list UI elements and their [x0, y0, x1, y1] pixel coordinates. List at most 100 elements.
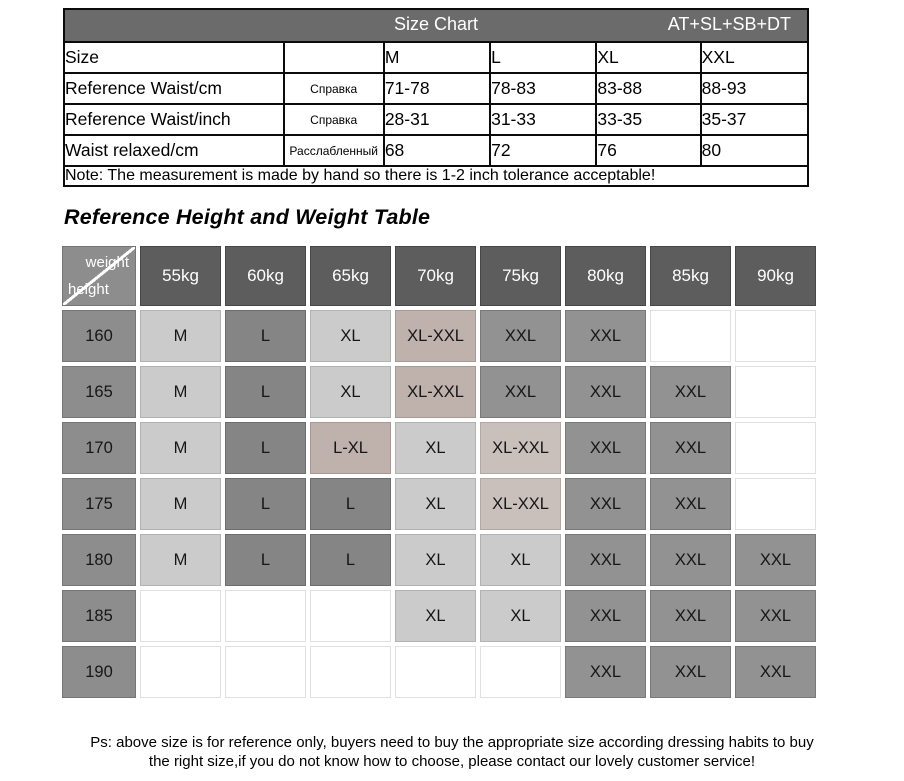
size-matrix-cell: L	[225, 478, 306, 530]
height-label-cell: 165	[62, 366, 136, 418]
matrix-row: 190 XXL XXL XXL	[62, 646, 816, 698]
footnote-line-1: Ps: above size is for reference only, bu…	[90, 734, 814, 751]
size-chart-table: Size Chart AT+SL+SB+DT Size M L XL XXL Refere…	[63, 8, 810, 187]
size-matrix-cell: L-XL	[310, 422, 391, 474]
weight-header-cell: 90kg	[735, 246, 816, 306]
size-matrix-cell	[395, 646, 476, 698]
height-label-cell: 190	[62, 646, 136, 698]
matrix-row: 180 M L L XL XL XXL XXL XXL	[62, 534, 816, 586]
size-matrix-cell	[140, 646, 221, 698]
size-matrix-cell	[225, 646, 306, 698]
matrix-row: 175 M L L XL XL-XXL XXL XXL	[62, 478, 816, 530]
size-matrix-cell: XL-XXL	[395, 366, 476, 418]
size-chart-value-cell: L	[489, 41, 598, 74]
size-matrix-cell: M	[140, 422, 221, 474]
size-matrix-cell: XXL	[735, 590, 816, 642]
footnote: Ps: above size is for reference only, bu…	[0, 734, 904, 772]
size-chart-title: Size Chart	[393, 14, 479, 34]
size-matrix-cell: XL	[395, 534, 476, 586]
size-matrix-cell	[650, 310, 731, 362]
size-matrix-cell	[225, 590, 306, 642]
height-label-cell: 175	[62, 478, 136, 530]
weight-header-cell: 60kg	[225, 246, 306, 306]
size-matrix-cell: XL	[395, 422, 476, 474]
size-matrix-cell: XXL	[565, 590, 646, 642]
size-chart-value-cell: XL	[595, 41, 702, 74]
size-matrix-cell: L	[225, 422, 306, 474]
size-chart-value-cell: 72	[489, 134, 598, 167]
size-chart-value-cell: 35-37	[699, 103, 810, 136]
size-matrix-cell: XL-XXL	[480, 422, 561, 474]
size-matrix-cell	[735, 366, 816, 418]
size-chart-row-translation: Справка	[282, 72, 385, 105]
size-chart-header-inner: Size Chart AT+SL+SB+DT	[65, 11, 807, 40]
size-matrix-cell	[735, 422, 816, 474]
weight-header-cell: 75kg	[480, 246, 561, 306]
size-matrix-cell: XXL	[735, 534, 816, 586]
size-matrix-cell: L	[310, 534, 391, 586]
size-chart-header-row: Size Chart AT+SL+SB+DT	[63, 8, 809, 43]
matrix-header-row: weight height 55kg 60kg 65kg 70kg 75kg 80kg 85…	[62, 246, 816, 306]
height-label-cell: 160	[62, 310, 136, 362]
size-chart-row-translation: Справка	[282, 103, 385, 136]
size-matrix-cell	[735, 310, 816, 362]
size-chart-row-label: Size	[63, 41, 285, 74]
size-chart-row-label: Waist relaxed/cm	[63, 134, 285, 167]
size-matrix-cell: L	[225, 534, 306, 586]
size-matrix-cell: XL	[395, 590, 476, 642]
size-chart-value-cell: 33-35	[595, 103, 702, 136]
size-matrix-cell: M	[140, 534, 221, 586]
footnote-line-2: the right size,if you do not know how to…	[148, 752, 756, 770]
corner-height-label: height	[68, 281, 109, 298]
matrix-row: 185 XL XL XXL XXL XXL	[62, 590, 816, 642]
size-matrix-cell: XXL	[480, 310, 561, 362]
size-matrix-cell: XL	[480, 534, 561, 586]
size-chart-value-cell: XXL	[699, 41, 810, 74]
size-matrix-cell: M	[140, 478, 221, 530]
size-chart-header-bar: Size Chart AT+SL+SB+DT	[63, 8, 809, 43]
size-matrix-cell	[735, 478, 816, 530]
page-title: Reference Height and Weight Table	[64, 205, 431, 229]
corner-weight-label: weight	[85, 254, 129, 271]
size-matrix-cell: XXL	[565, 478, 646, 530]
size-chart-value-cell: 80	[699, 134, 810, 167]
size-chart-note: Note: The measurement is made by hand so…	[63, 165, 809, 187]
size-matrix-cell: XXL	[480, 366, 561, 418]
size-matrix-cell: XL	[310, 366, 391, 418]
size-chart-value-cell: 31-33	[489, 103, 598, 136]
size-chart-value-cell: 68	[382, 134, 492, 167]
height-label-cell: 180	[62, 534, 136, 586]
size-chart-code: AT+SL+SB+DT	[667, 14, 791, 34]
size-chart-row: Size M L XL XXL	[63, 41, 810, 74]
size-matrix-cell	[480, 646, 561, 698]
size-matrix-cell: XL	[480, 590, 561, 642]
size-chart-row-label: Reference Waist/cm	[63, 72, 285, 105]
weight-header-cell: 80kg	[565, 246, 646, 306]
size-matrix-cell: XXL	[650, 422, 731, 474]
size-matrix-cell: XXL	[650, 646, 731, 698]
size-matrix-cell: M	[140, 310, 221, 362]
size-chart-value-cell: 88-93	[699, 72, 810, 105]
size-chart-row-translation	[282, 41, 385, 74]
size-matrix-cell: XL-XXL	[480, 478, 561, 530]
corner-cell: weight height	[62, 246, 136, 306]
size-chart-row: Reference Waist/inch Справка 28-31 31-33 33-…	[63, 103, 810, 136]
weight-header-cell: 85kg	[650, 246, 731, 306]
size-matrix-cell: L	[225, 366, 306, 418]
size-chart-value-cell: 76	[595, 134, 702, 167]
note-row: Note: The measurement is made by hand so…	[63, 165, 809, 187]
size-chart-row: Waist relaxed/cm Расслабленный 68 72 76 80	[63, 134, 810, 167]
size-chart-value-cell: 71-78	[382, 72, 492, 105]
size-chart-value-cell: 78-83	[489, 72, 598, 105]
weight-header-cell: 70kg	[395, 246, 476, 306]
size-chart-value-cell: 83-88	[595, 72, 702, 105]
size-matrix-cell: XL	[310, 310, 391, 362]
height-label-cell: 170	[62, 422, 136, 474]
size-matrix-cell: XXL	[650, 534, 731, 586]
size-matrix-cell: XXL	[565, 310, 646, 362]
size-matrix-cell: XXL	[650, 590, 731, 642]
size-chart-row: Reference Waist/cm Справка 71-78 78-83 83-88…	[63, 72, 810, 105]
size-matrix-cell: XL-XXL	[395, 310, 476, 362]
size-matrix-cell: XL	[395, 478, 476, 530]
